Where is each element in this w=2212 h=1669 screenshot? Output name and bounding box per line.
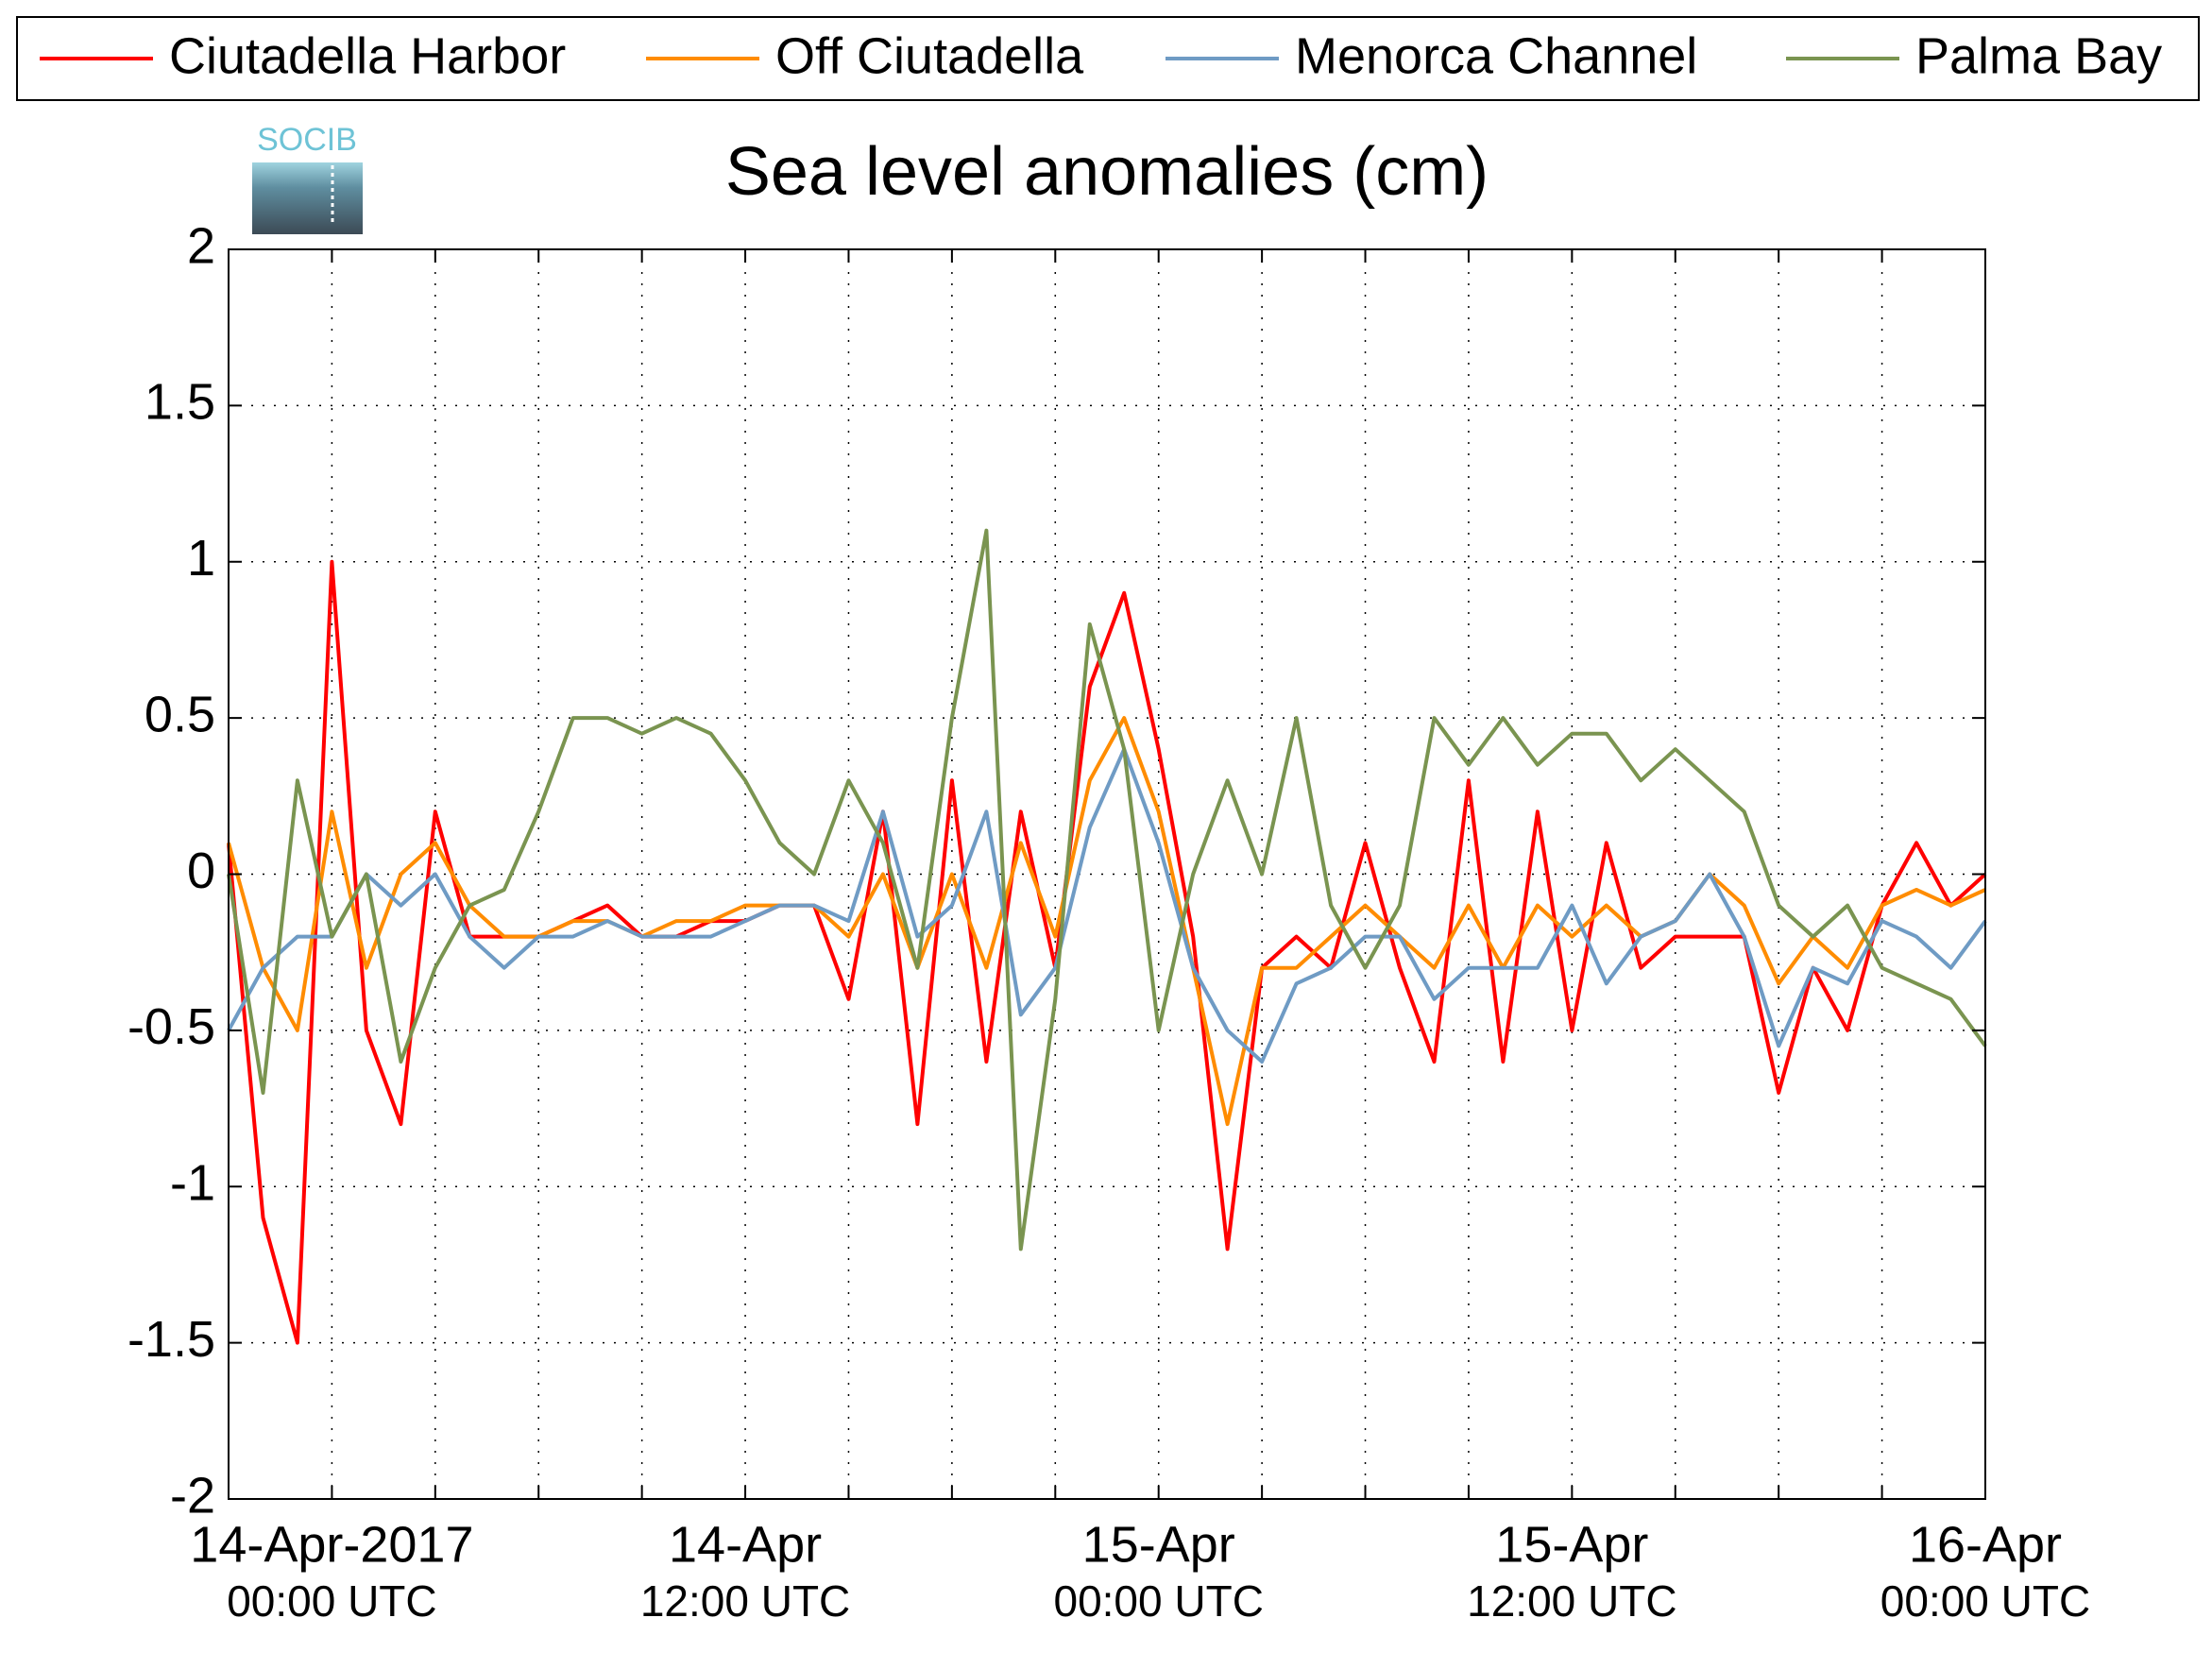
legend-label: Palma Bay	[1915, 27, 2162, 84]
legend-label: Ciutadella Harbor	[169, 27, 566, 84]
legend: Ciutadella Harbor Off Ciutadella Menorca C…	[40, 27, 2162, 84]
y-tick-label: 1	[187, 530, 215, 587]
x-tick-label: 15-Apr	[1495, 1516, 1648, 1573]
series-line	[227, 559, 1987, 1345]
y-tick-label: 0	[187, 843, 215, 899]
x-tick-label: 14-Apr-2017	[190, 1516, 473, 1573]
logo: SOCIB	[252, 122, 363, 234]
x-tick-label: 16-Apr	[1909, 1516, 2062, 1573]
legend-label: Menorca Channel	[1295, 27, 1697, 84]
series-line	[227, 716, 1986, 1127]
x-tick-sublabel: 00:00 UTC	[1880, 1576, 2090, 1626]
series-line	[227, 747, 1987, 1064]
y-tick-label: -1	[170, 1155, 215, 1212]
x-tick-sublabel: 12:00 UTC	[1467, 1576, 1676, 1626]
logo-image	[252, 162, 363, 234]
plot-lines	[227, 528, 1987, 1345]
x-tick-label: 15-Apr	[1082, 1516, 1235, 1573]
plot-frame	[228, 248, 1986, 1500]
x-tick-sublabel: 12:00 UTC	[640, 1576, 850, 1626]
chart-title: Sea level anomalies (cm)	[725, 134, 1489, 210]
y-tick-label: 1.5	[145, 374, 215, 431]
y-tick-label: -2	[170, 1467, 215, 1524]
x-tick-sublabel: 00:00 UTC	[227, 1576, 436, 1626]
x-tick-sublabel: 00:00 UTC	[1053, 1576, 1263, 1626]
y-tick-label: -1.5	[128, 1311, 215, 1368]
legend-label: Off Ciutadella	[775, 27, 1084, 84]
y-tick-label: 0.5	[145, 686, 215, 742]
logo-text: SOCIB	[257, 122, 357, 158]
x-tick-label: 14-Apr	[669, 1516, 822, 1573]
grid	[229, 248, 1986, 1500]
series-line	[227, 528, 1987, 1252]
y-tick-label: 2	[187, 217, 215, 274]
y-tick-label: -0.5	[128, 998, 215, 1055]
